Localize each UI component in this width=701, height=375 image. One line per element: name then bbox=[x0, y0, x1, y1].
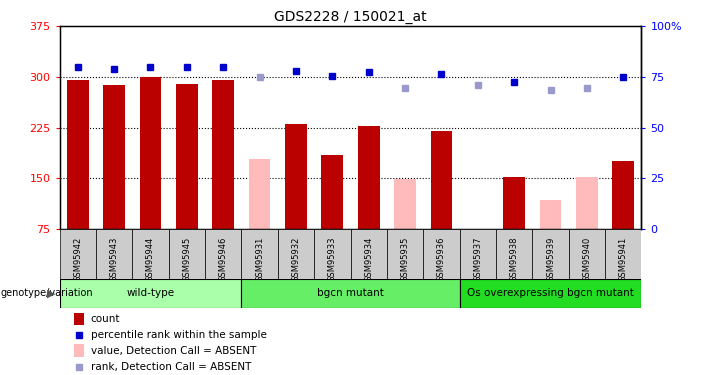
Bar bbox=[460, 229, 496, 279]
Bar bbox=[532, 229, 569, 279]
Text: ▶: ▶ bbox=[47, 288, 55, 298]
Bar bbox=[496, 229, 532, 279]
Bar bbox=[60, 229, 96, 279]
Bar bbox=[540, 200, 562, 229]
Bar bbox=[103, 85, 125, 229]
Bar bbox=[613, 161, 634, 229]
Bar bbox=[241, 229, 278, 279]
Bar bbox=[176, 84, 198, 229]
Text: Os overexpressing bgcn mutant: Os overexpressing bgcn mutant bbox=[467, 288, 634, 298]
Text: GSM95946: GSM95946 bbox=[219, 236, 228, 282]
Text: count: count bbox=[90, 314, 120, 324]
Text: GSM95932: GSM95932 bbox=[292, 236, 301, 282]
Text: GSM95933: GSM95933 bbox=[328, 236, 336, 282]
Bar bbox=[569, 229, 605, 279]
Text: GSM95935: GSM95935 bbox=[400, 236, 409, 282]
Bar bbox=[249, 159, 271, 229]
Bar bbox=[321, 154, 343, 229]
Bar bbox=[278, 229, 314, 279]
Bar bbox=[350, 229, 387, 279]
Bar bbox=[169, 229, 205, 279]
Text: value, Detection Call = ABSENT: value, Detection Call = ABSENT bbox=[90, 346, 256, 356]
Text: GSM95940: GSM95940 bbox=[583, 236, 592, 282]
Bar bbox=[394, 180, 416, 229]
Text: percentile rank within the sample: percentile rank within the sample bbox=[90, 330, 266, 340]
Bar bbox=[205, 229, 241, 279]
Bar bbox=[423, 229, 460, 279]
Text: GSM95937: GSM95937 bbox=[473, 236, 482, 282]
Bar bbox=[430, 131, 452, 229]
Bar bbox=[503, 177, 525, 229]
Bar bbox=[387, 229, 423, 279]
Bar bbox=[241, 279, 460, 308]
Text: GSM95939: GSM95939 bbox=[546, 236, 555, 282]
Text: genotype/variation: genotype/variation bbox=[1, 288, 93, 298]
Bar bbox=[74, 313, 84, 326]
Text: GSM95938: GSM95938 bbox=[510, 236, 519, 282]
Bar bbox=[285, 124, 307, 229]
Text: rank, Detection Call = ABSENT: rank, Detection Call = ABSENT bbox=[90, 362, 251, 372]
Text: GSM95945: GSM95945 bbox=[182, 236, 191, 282]
Text: GSM95931: GSM95931 bbox=[255, 236, 264, 282]
Bar bbox=[132, 229, 169, 279]
Bar bbox=[212, 80, 234, 229]
Text: GSM95942: GSM95942 bbox=[74, 236, 82, 282]
Bar bbox=[139, 77, 161, 229]
Text: GSM95941: GSM95941 bbox=[619, 236, 627, 282]
Text: GSM95944: GSM95944 bbox=[146, 236, 155, 282]
Text: GSM95943: GSM95943 bbox=[109, 236, 118, 282]
Bar bbox=[74, 345, 84, 357]
Bar bbox=[314, 229, 350, 279]
Bar bbox=[60, 279, 241, 308]
Text: GSM95936: GSM95936 bbox=[437, 236, 446, 282]
Text: wild-type: wild-type bbox=[126, 288, 175, 298]
Bar bbox=[67, 80, 88, 229]
Bar bbox=[96, 229, 132, 279]
Bar bbox=[460, 279, 641, 308]
Text: GSM95934: GSM95934 bbox=[365, 236, 373, 282]
Bar bbox=[358, 126, 380, 229]
Title: GDS2228 / 150021_at: GDS2228 / 150021_at bbox=[274, 10, 427, 24]
Bar bbox=[605, 229, 641, 279]
Text: bgcn mutant: bgcn mutant bbox=[317, 288, 384, 298]
Bar bbox=[576, 177, 598, 229]
